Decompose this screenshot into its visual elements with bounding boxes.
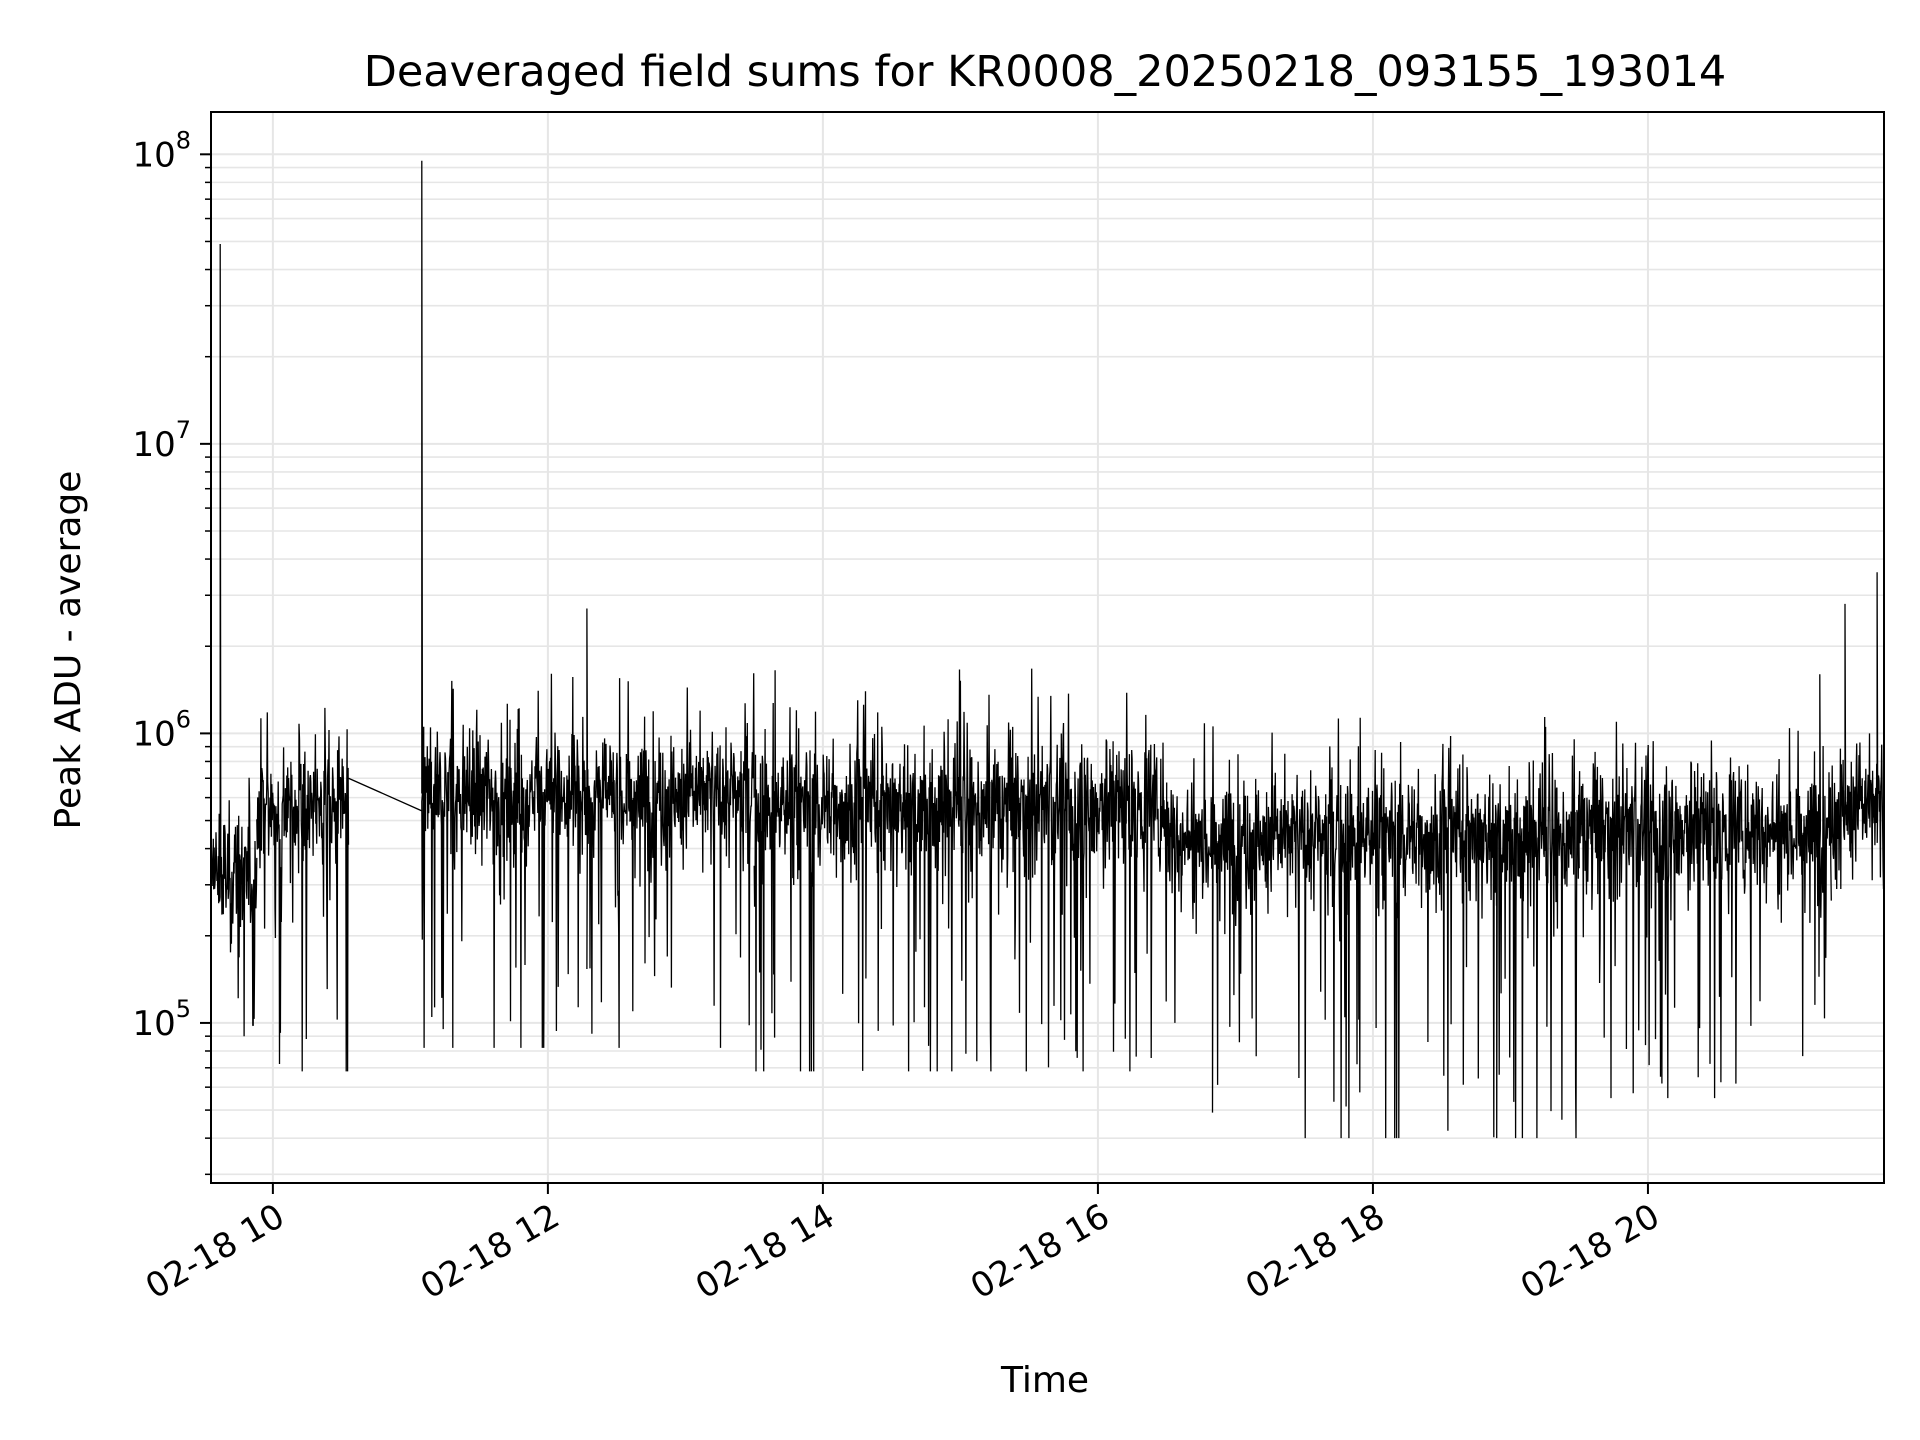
y-tick-label: 108 [132, 126, 191, 175]
chart-title: Deaveraged field sums for KR0008_2025021… [364, 47, 1727, 97]
data-layer [210, 160, 1885, 1139]
data-line-segment-0 [210, 243, 258, 1037]
data-line-segment-1 [256, 707, 350, 1072]
y-axis-label: Peak ADU - average [48, 471, 89, 830]
y-tick-label: 107 [132, 416, 191, 465]
data-gap-connector [348, 777, 423, 812]
y-tick-label: 106 [132, 705, 191, 754]
data-line-segment-5 [1578, 674, 1832, 1099]
y-tick-base: 10 [132, 1004, 175, 1044]
plot-frame [210, 111, 1885, 1184]
data-line-segment-6 [1830, 572, 1885, 890]
data-line-segment-3 [753, 668, 1168, 1072]
y-tick-exponent: 8 [176, 126, 191, 154]
y-tick-exponent: 5 [176, 995, 191, 1023]
y-tick-base: 10 [132, 425, 175, 465]
x-axis-label: Time [1000, 1360, 1089, 1401]
data-line-segment-4 [1166, 716, 1580, 1139]
data-line-segment-2 [421, 160, 755, 1048]
y-tick-base: 10 [132, 714, 175, 754]
y-tick-exponent: 6 [176, 705, 191, 733]
y-tick-exponent: 7 [176, 416, 191, 444]
y-tick-base: 10 [132, 135, 175, 175]
y-tick-label: 105 [132, 995, 191, 1044]
